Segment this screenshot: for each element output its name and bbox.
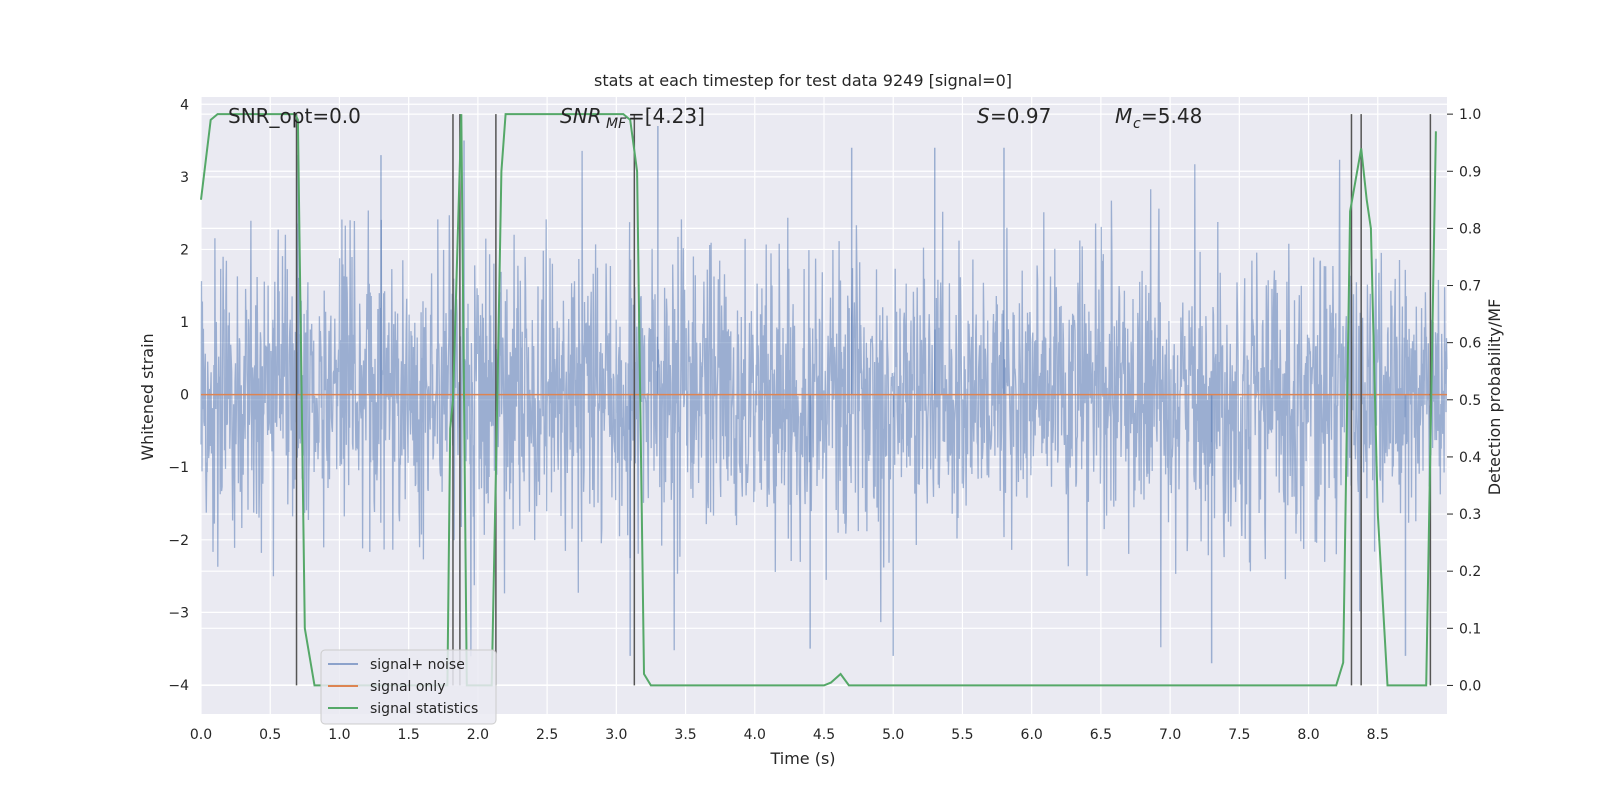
legend: signal+ noise signal only signal statist…	[320, 649, 497, 725]
y-right-tick-label: 0.2	[1459, 564, 1481, 580]
x-tick-label: 0.0	[190, 727, 212, 743]
y-tick-label: −1	[168, 460, 189, 476]
annotation-snr-opt: SNR_opt=0.0	[228, 104, 361, 128]
y-right-tick-label: 0.1	[1459, 621, 1481, 637]
x-tick-label: 4.0	[744, 727, 766, 743]
annotation-mc: M c =5.48	[1115, 104, 1202, 132]
x-tick-label: 6.0	[1021, 727, 1043, 743]
x-tick-label: 3.0	[605, 727, 627, 743]
x-tick-label: 1.0	[328, 727, 350, 743]
y-tick-label: 1	[180, 315, 189, 331]
y-tick-label: 0	[180, 388, 189, 404]
y-right-tick-label: 0.4	[1459, 450, 1481, 466]
y-right-tick-label: 0.0	[1459, 678, 1481, 694]
y-right-tick-label: 0.8	[1459, 221, 1481, 237]
signal-statistics-line	[200, 113, 1437, 687]
x-tick-label: 7.0	[1159, 727, 1181, 743]
y-right-tick-label: 0.7	[1459, 279, 1481, 295]
y-axis-ticks: 4 3 2 1 0 −1 −2 −3 −4	[168, 97, 189, 694]
annotation-mc-value: =5.48	[1141, 104, 1202, 128]
y-right-axis-label: Detection probability/MF	[1485, 299, 1504, 496]
annotation-s-value: =0.97	[990, 104, 1051, 128]
y-right-tick-label: 0.9	[1459, 164, 1481, 180]
y-right-tick-label: 0.3	[1459, 507, 1481, 523]
series-signal-noise	[200, 126, 1448, 664]
chart-title: stats at each timestep for test data 924…	[594, 71, 1012, 90]
legend-box	[320, 649, 497, 725]
legend-label-signal-only: signal only	[370, 679, 445, 695]
x-tick-label: 5.5	[951, 727, 973, 743]
x-axis-label: Time (s)	[769, 749, 835, 768]
y-tick-label: −2	[168, 533, 189, 549]
y-axis-label: Whitened strain	[138, 333, 157, 460]
annotation-snr-mf-value: =[4.23]	[628, 104, 705, 128]
x-tick-label: 6.5	[1090, 727, 1112, 743]
y-tick-label: 2	[180, 242, 189, 258]
y-right-tick-label: 0.5	[1459, 393, 1481, 409]
y-tick-label: 3	[180, 170, 189, 186]
x-tick-label: 3.5	[674, 727, 696, 743]
y-tick-label: 4	[180, 97, 189, 113]
x-tick-label: 2.0	[467, 727, 489, 743]
x-axis-ticks: 0.0 0.5 1.0 1.5 2.0 2.5 3.0 3.5 4.0 4.5 5.0 5.5 6.0 6…	[190, 727, 1389, 743]
x-tick-label: 1.5	[398, 727, 420, 743]
y-tick-label: −4	[168, 678, 189, 694]
y-tick-label: −3	[168, 605, 189, 621]
legend-label-signal-noise: signal+ noise	[370, 657, 465, 673]
annotation-mc-symbol: M	[1115, 104, 1132, 128]
annotation-snr-mf-symbol: SNR	[560, 104, 602, 128]
annotation-snr-mf-subscript: MF	[606, 116, 627, 132]
x-tick-label: 4.5	[813, 727, 835, 743]
x-tick-label: 5.0	[882, 727, 904, 743]
x-tick-label: 7.5	[1228, 727, 1250, 743]
y-right-axis-ticks: 1.0 0.9 0.8 0.7 0.6 0.5 0.4 0.3 0.2 0.1 0.0	[1447, 107, 1481, 694]
legend-label-signal-statistics: signal statistics	[370, 701, 478, 717]
y-right-tick-label: 1.0	[1459, 107, 1481, 123]
noise-line	[200, 150, 1448, 657]
x-tick-label: 8.5	[1367, 727, 1389, 743]
y-right-tick-label: 0.6	[1459, 336, 1481, 352]
vertical-markers	[295, 114, 1432, 686]
x-tick-label: 8.0	[1297, 727, 1319, 743]
annotation-mc-subscript: c	[1133, 116, 1141, 132]
series-signal-statistics	[200, 113, 1437, 687]
annotation-s-symbol: S	[977, 104, 990, 128]
annotation-snr-mf: SNR MF =[4.23]	[560, 104, 705, 132]
annotation-s: S =0.97	[977, 104, 1051, 128]
x-tick-label: 0.5	[259, 727, 281, 743]
x-tick-label: 2.5	[536, 727, 558, 743]
